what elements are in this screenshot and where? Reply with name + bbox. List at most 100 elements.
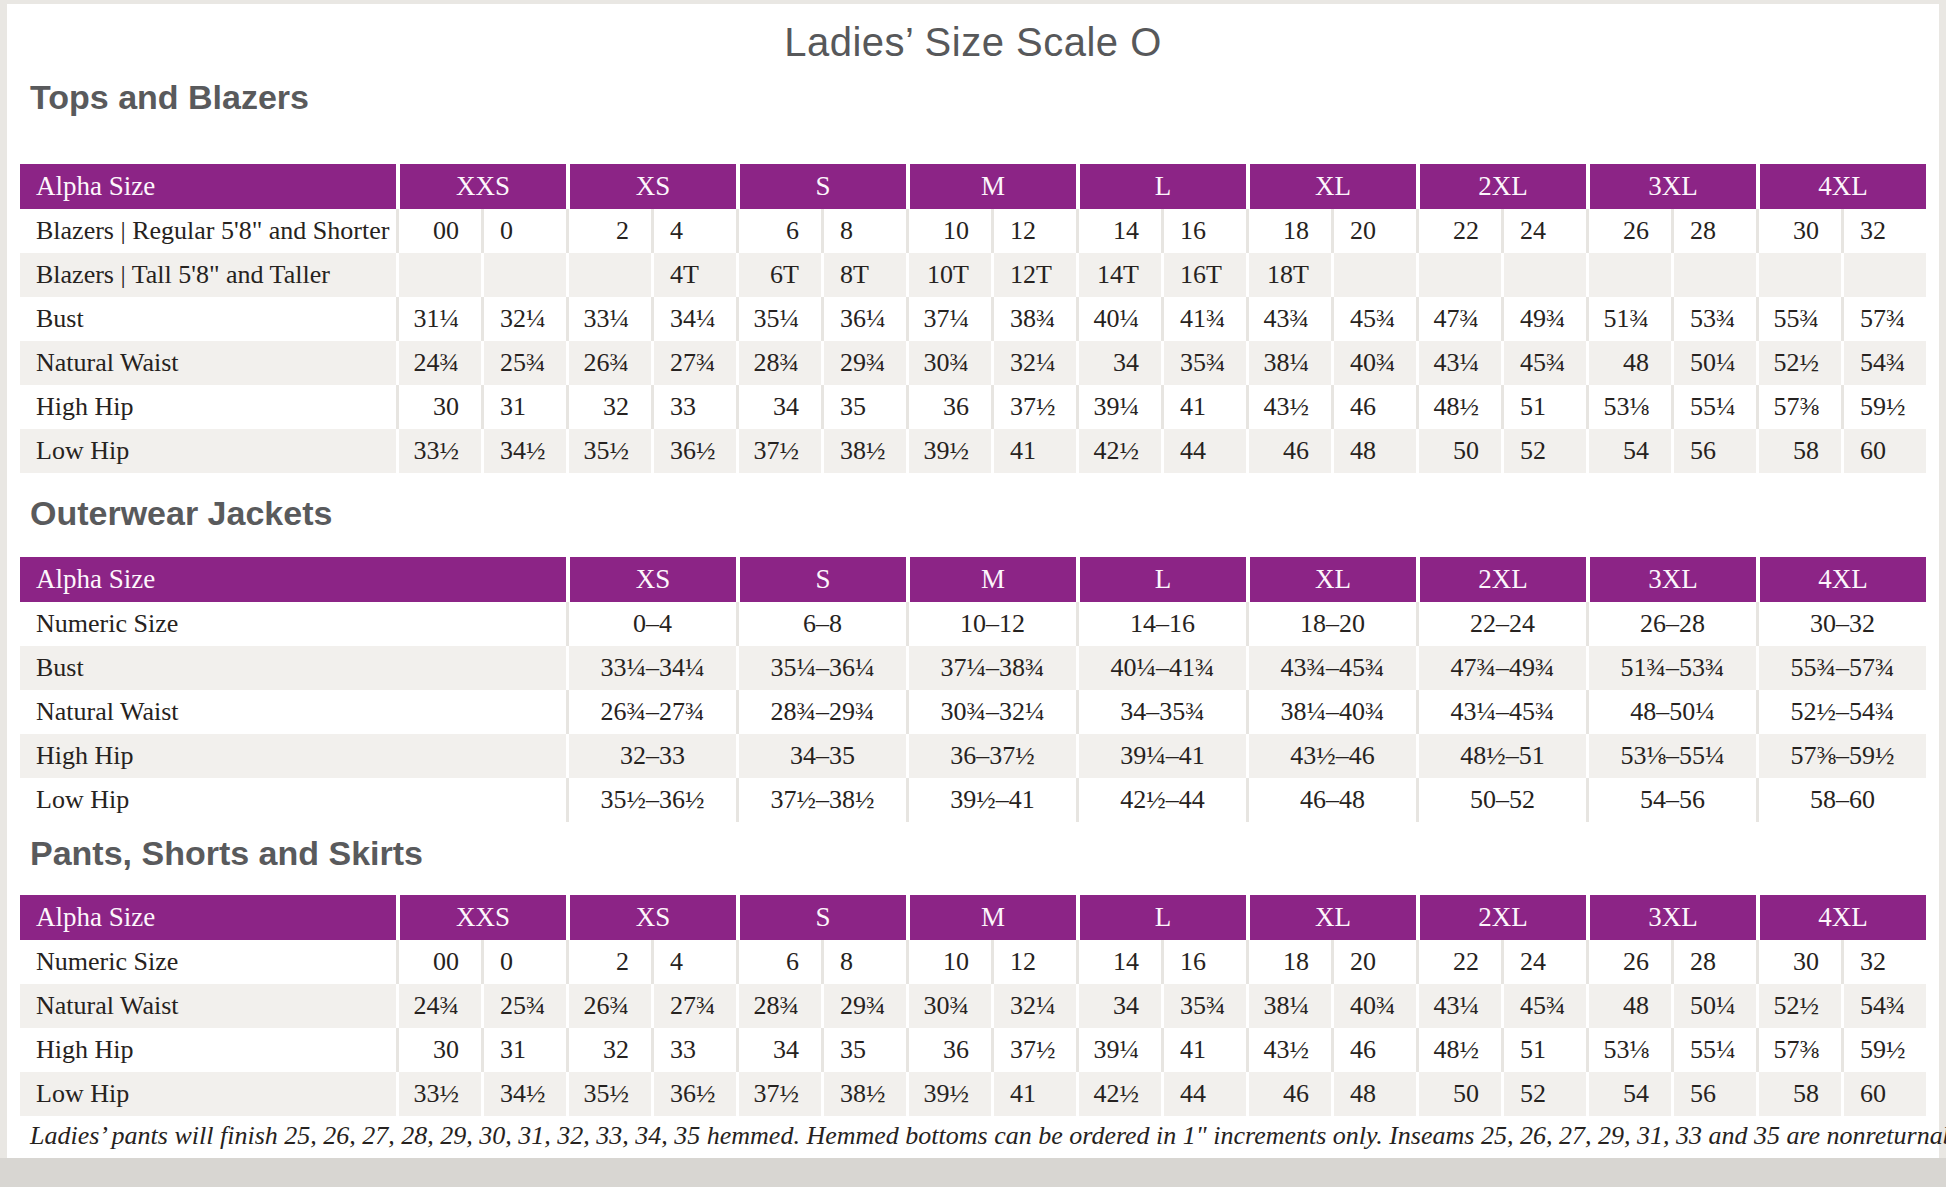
value-cell: 42½ — [1076, 1072, 1161, 1116]
value-cell: 48 — [1331, 429, 1416, 473]
value-cell: 35 — [821, 1028, 906, 1072]
value-cell: 41 — [1161, 385, 1246, 429]
value-cell: 57¾ — [1841, 297, 1926, 341]
value-cell: 8 — [821, 940, 906, 984]
value-cell: 48½–51 — [1416, 734, 1586, 778]
value-cell: 58 — [1756, 1072, 1841, 1116]
value-cell: 51 — [1501, 385, 1586, 429]
size-table-pants-shorts-skirts: Alpha SizeXXSXSSMLXL2XL3XL4XLNumeric Siz… — [20, 895, 1926, 1116]
value-cell: 48 — [1586, 984, 1671, 1028]
value-cell: 29¾ — [821, 984, 906, 1028]
value-cell: 30 — [1756, 940, 1841, 984]
value-cell: 51 — [1501, 1028, 1586, 1072]
value-cell: 40¾ — [1331, 984, 1416, 1028]
value-cell: 54¾ — [1841, 341, 1926, 385]
row-label-cell: High Hip — [20, 1028, 396, 1072]
section-title-pants-shorts-skirts: Pants, Shorts and Skirts — [30, 834, 423, 873]
value-cell: 37¼–38¾ — [906, 646, 1076, 690]
value-cell — [396, 253, 481, 297]
value-cell: 25¾ — [481, 984, 566, 1028]
value-cell: 26 — [1586, 940, 1671, 984]
value-cell: 37½ — [991, 1028, 1076, 1072]
value-cell: 35¾ — [1161, 984, 1246, 1028]
value-cell: 22 — [1416, 940, 1501, 984]
size-header-cell: 3XL — [1586, 895, 1756, 940]
size-header-cell: XXS — [396, 164, 566, 209]
value-cell: 34 — [736, 1028, 821, 1072]
table-header-row: Alpha SizeXSSMLXL2XL3XL4XL — [20, 557, 1926, 602]
value-cell: 8T — [821, 253, 906, 297]
value-cell: 38¼ — [1246, 984, 1331, 1028]
value-cell: 48 — [1586, 341, 1671, 385]
value-cell: 18–20 — [1246, 602, 1416, 646]
value-cell — [1756, 253, 1841, 297]
value-cell: 48½ — [1416, 385, 1501, 429]
value-cell: 49¾ — [1501, 297, 1586, 341]
value-cell: 57⅜ — [1756, 1028, 1841, 1072]
value-cell: 32¼ — [991, 341, 1076, 385]
table-row: High Hip3031323334353637½39¼4143½4648½51… — [20, 385, 1926, 429]
alpha-size-header-cell: Alpha Size — [20, 164, 396, 209]
size-header-cell: S — [736, 895, 906, 940]
row-label-cell: Low Hip — [20, 778, 566, 822]
value-cell: 36¼ — [821, 297, 906, 341]
value-cell: 37½ — [991, 385, 1076, 429]
value-cell: 41 — [991, 1072, 1076, 1116]
value-cell: 46 — [1331, 1028, 1416, 1072]
value-cell: 12 — [991, 940, 1076, 984]
value-cell: 55¾–57¾ — [1756, 646, 1926, 690]
value-cell: 26 — [1586, 209, 1671, 253]
size-header-cell: S — [736, 164, 906, 209]
value-cell — [1586, 253, 1671, 297]
value-cell: 55¼ — [1671, 1028, 1756, 1072]
table-row: Blazers | Regular 5'8" and Shorter000246… — [20, 209, 1926, 253]
value-cell: 0–4 — [566, 602, 736, 646]
value-cell: 52 — [1501, 429, 1586, 473]
value-cell: 30 — [396, 1028, 481, 1072]
value-cell: 38¼–40¾ — [1246, 690, 1416, 734]
value-cell: 47¾ — [1416, 297, 1501, 341]
value-cell: 42½–44 — [1076, 778, 1246, 822]
size-header-cell: 4XL — [1756, 557, 1926, 602]
value-cell: 36½ — [651, 429, 736, 473]
row-label-cell: Blazers | Regular 5'8" and Shorter — [20, 209, 396, 253]
table-row: Natural Waist26¾–27¾28¾–29¾30¾–32¼34–35¾… — [20, 690, 1926, 734]
size-header-cell: L — [1076, 895, 1246, 940]
value-cell: 28¾ — [736, 341, 821, 385]
value-cell: 54 — [1586, 1072, 1671, 1116]
value-cell: 16 — [1161, 209, 1246, 253]
value-cell: 48 — [1331, 1072, 1416, 1116]
value-cell: 38¾ — [991, 297, 1076, 341]
value-cell: 50¼ — [1671, 341, 1756, 385]
value-cell: 35½ — [566, 1072, 651, 1116]
value-cell: 51¾ — [1586, 297, 1671, 341]
value-cell: 31¼ — [396, 297, 481, 341]
value-cell: 41¾ — [1161, 297, 1246, 341]
row-label-cell: High Hip — [20, 385, 396, 429]
value-cell: 54¾ — [1841, 984, 1926, 1028]
value-cell: 36–37½ — [906, 734, 1076, 778]
size-header-cell: M — [906, 557, 1076, 602]
value-cell: 50¼ — [1671, 984, 1756, 1028]
value-cell: 28¾–29¾ — [736, 690, 906, 734]
value-cell: 48–50¼ — [1586, 690, 1756, 734]
value-cell: 4 — [651, 940, 736, 984]
value-cell: 46–48 — [1246, 778, 1416, 822]
page-content: Ladies’ Size Scale O Tops and Blazers Al… — [0, 0, 1946, 1187]
table-row: High Hip32–3334–3536–37½39¼–4143½–4648½–… — [20, 734, 1926, 778]
size-table-tops-and-blazers: Alpha SizeXXSXSSMLXL2XL3XL4XLBlazers | R… — [20, 164, 1926, 473]
table-row: Bust31¼32¼33¼34¼35¼36¼37¼38¾40¼41¾43¾45¾… — [20, 297, 1926, 341]
table-row: Low Hip35½–36½37½–38½39½–4142½–4446–4850… — [20, 778, 1926, 822]
section-title-tops-and-blazers: Tops and Blazers — [30, 78, 309, 117]
value-cell: 25¾ — [481, 341, 566, 385]
value-cell: 4 — [651, 209, 736, 253]
alpha-size-header-cell: Alpha Size — [20, 895, 396, 940]
value-cell: 22–24 — [1416, 602, 1586, 646]
value-cell: 43½ — [1246, 385, 1331, 429]
size-header-cell: XS — [566, 164, 736, 209]
value-cell: 34¼ — [651, 297, 736, 341]
value-cell: 39¼ — [1076, 1028, 1161, 1072]
value-cell: 0 — [481, 940, 566, 984]
document-page: Ladies’ Size Scale O Tops and Blazers Al… — [0, 0, 1946, 1187]
value-cell: 31 — [481, 1028, 566, 1072]
